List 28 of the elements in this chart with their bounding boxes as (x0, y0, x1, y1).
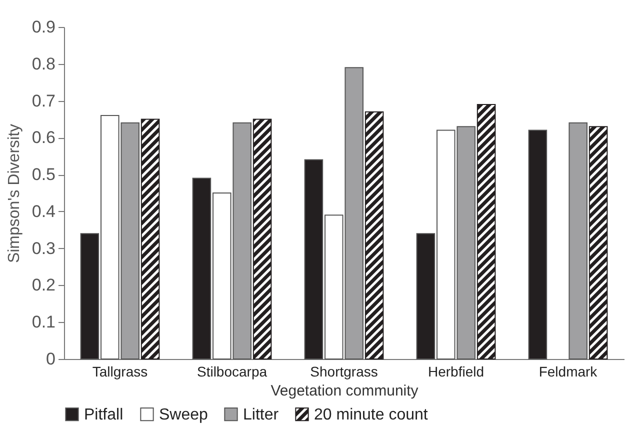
legend-label: 20 minute count (314, 406, 428, 424)
y-tick-label: 0.3 (32, 238, 56, 258)
y-tick-label: 0.6 (32, 128, 56, 148)
legend-label: Sweep (159, 406, 208, 424)
y-tick-label: 0.7 (32, 91, 56, 110)
x-tick-label: Herbfield (428, 364, 484, 380)
y-axis-title: Simpson's Diversity (6, 124, 23, 264)
y-tick-label: 0.5 (32, 165, 56, 184)
x-tick-label: Stilbocarpa (196, 364, 268, 380)
y-tick-label: 0.9 (32, 18, 56, 36)
legend-label: Litter (243, 406, 280, 424)
legend-label: Pitfall (84, 406, 124, 424)
x-axis-title: Vegetation community (270, 382, 419, 400)
y-tick-label: 0 (46, 350, 56, 368)
y-tick-label: 0.1 (32, 312, 56, 332)
bar (364, 111, 384, 360)
bar (588, 126, 608, 360)
y-tick-label: 0.2 (32, 276, 56, 295)
bar (140, 118, 160, 360)
x-tick-label: Tallgrass (92, 364, 148, 380)
bar (528, 130, 548, 360)
bar (568, 122, 588, 360)
x-tick-label: Shortgrass (310, 364, 378, 380)
bar (252, 118, 272, 360)
y-tick-label: 0.8 (32, 54, 56, 74)
x-tick-label: Feldmark (538, 364, 598, 380)
y-tick-label: 0.4 (32, 202, 56, 221)
bar (476, 104, 496, 360)
